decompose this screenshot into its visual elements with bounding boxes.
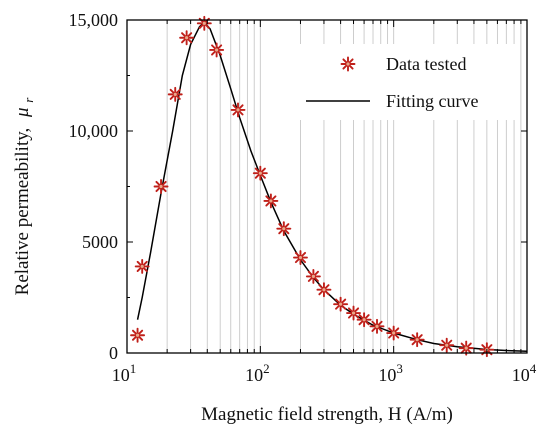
asterisk-center — [339, 302, 343, 306]
data-point — [209, 42, 225, 58]
legend-asterisk-marker — [340, 56, 356, 72]
asterisk-center — [362, 318, 366, 322]
y-axis-symbol-subscript: r — [21, 97, 36, 103]
axis-ticks — [126, 19, 528, 354]
x-tick-label-base: 10 — [378, 365, 396, 385]
asterisk-center — [311, 274, 315, 279]
data-point — [409, 332, 425, 348]
asterisk-center — [202, 21, 206, 25]
data-point — [305, 268, 321, 284]
data-point — [276, 221, 292, 237]
y-axis-symbol: μ — [12, 107, 33, 118]
x-tick-label-exponent: 4 — [530, 361, 537, 376]
asterisk-center — [392, 331, 396, 335]
y-tick-label: 5000 — [82, 232, 118, 252]
data-point — [263, 193, 279, 209]
y-tick-label: 15,000 — [69, 10, 119, 30]
data-point — [252, 165, 268, 181]
x-tick-label: 102 — [245, 361, 270, 385]
asterisk-center — [298, 255, 303, 260]
asterisk-center — [346, 62, 350, 66]
data-point — [316, 282, 332, 298]
data-point — [293, 250, 308, 265]
y-tick-label: 0 — [109, 343, 118, 363]
legend-asterisk — [340, 56, 356, 72]
data-point — [167, 86, 183, 102]
legend-data-label: Data tested — [386, 54, 466, 74]
asterisk-center — [464, 346, 468, 350]
data-point — [134, 258, 150, 274]
data-point — [386, 325, 402, 341]
legend: Data tested Fitting curve — [300, 44, 516, 120]
x-tick-label-exponent: 2 — [263, 361, 270, 376]
data-point — [346, 305, 361, 321]
asterisk-center — [322, 288, 326, 292]
asterisk-center — [351, 311, 356, 315]
data-point — [333, 296, 349, 312]
data-point — [369, 318, 385, 334]
x-tick-label-base: 10 — [112, 365, 130, 385]
data-point — [439, 337, 455, 353]
asterisk-center — [445, 343, 449, 347]
data-point — [153, 179, 169, 194]
legend-background — [300, 44, 516, 120]
y-axis-title: Relative permeability, μ r — [12, 97, 36, 296]
data-point — [130, 327, 146, 343]
asterisk-center — [236, 108, 240, 112]
asterisk-center — [258, 171, 262, 175]
data-markers-layer — [130, 15, 495, 358]
y-tick-label: 10,000 — [69, 121, 119, 141]
legend-fit-label: Fitting curve — [386, 91, 479, 111]
x-tick-label: 104 — [512, 361, 537, 385]
asterisk-center — [135, 333, 140, 337]
x-tick-label-base: 10 — [512, 365, 530, 385]
asterisk-center — [140, 264, 144, 269]
asterisk-center — [173, 92, 177, 96]
x-tick-label-exponent: 1 — [130, 361, 137, 376]
x-tick-label: 101 — [112, 361, 137, 385]
x-tick-label: 103 — [378, 361, 403, 385]
asterisk-center — [159, 184, 163, 189]
x-axis-title: Magnetic field strength, H (A/m) — [201, 404, 453, 425]
y-axis-title-text: Relative permeability, — [12, 128, 33, 296]
asterisk-center — [269, 199, 273, 203]
x-tick-label-exponent: 3 — [396, 361, 403, 376]
asterisk-center — [415, 338, 419, 342]
x-tick-label-base: 10 — [245, 365, 263, 385]
asterisk-center — [282, 227, 286, 231]
data-point — [179, 30, 195, 46]
data-point — [356, 312, 372, 328]
asterisk-center — [185, 36, 189, 40]
asterisk-center — [375, 324, 379, 328]
data-point — [196, 15, 212, 31]
asterisk-center — [215, 48, 219, 52]
data-point — [230, 102, 246, 118]
